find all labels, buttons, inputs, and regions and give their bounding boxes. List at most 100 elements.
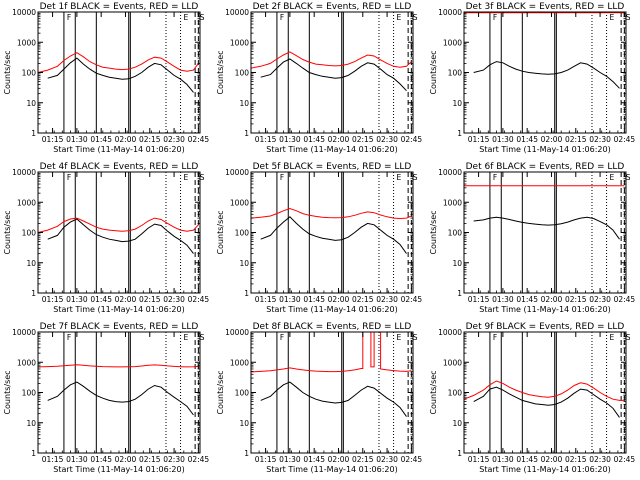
x-axis-label: Start Time (11-May-14 01:06:20) [53, 465, 184, 474]
chart-title: Det 3f BLACK = Events, RED = LLD [466, 2, 625, 12]
y-tick-label: 100 [22, 229, 37, 238]
series-line-events [473, 61, 620, 89]
y-tick-label: 10 [26, 99, 36, 108]
x-tick-label: 01:15 [468, 135, 490, 144]
y-axis-label: Counts/sec [216, 370, 225, 414]
plot-frame [250, 171, 414, 294]
series-line-events [260, 58, 407, 92]
y-tick-label: 1 [31, 449, 36, 458]
plot-frame [250, 331, 414, 454]
y-tick-label: 10000 [12, 168, 36, 177]
marker-letter: S [626, 13, 631, 22]
chart-title: Det 1f BLACK = Events, RED = LLD [40, 2, 199, 12]
y-tick-label: 10000 [225, 168, 249, 177]
series-line-events [47, 218, 194, 254]
detector-chart-7: Det 7f BLACK = Events, RED = LLD 1 10 100 10… [3, 322, 209, 474]
marker-letter: F [280, 333, 284, 342]
x-tick-label: 02:30 [589, 455, 611, 464]
y-tick-label: 100 [22, 69, 37, 78]
x-axis-label: Start Time (11-May-14 01:06:20) [479, 305, 610, 314]
x-tick-label: 02:30 [376, 295, 398, 304]
x-tick-label: 01:15 [468, 455, 490, 464]
x-axis-label: Start Time (11-May-14 01:06:20) [266, 465, 397, 474]
x-tick-label: 02:45 [614, 135, 636, 144]
y-tick-label: 1 [457, 129, 462, 138]
marker-letter: S [413, 13, 418, 22]
chart-title: Det 2f BLACK = Events, RED = LLD [253, 2, 412, 12]
y-tick-label: 10 [26, 419, 36, 428]
x-tick-label: 01:15 [468, 295, 490, 304]
y-tick-label: 10 [239, 259, 249, 268]
x-tick-label: 01:15 [42, 135, 64, 144]
y-tick-label: 10000 [225, 328, 249, 337]
y-tick-label: 10000 [225, 8, 249, 17]
y-tick-label: 1 [31, 289, 36, 298]
marker-letter: E [610, 13, 615, 22]
y-tick-label: 1 [244, 449, 249, 458]
detector-chart-4: Det 4f BLACK = Events, RED = LLD 1 10 100 10… [3, 162, 209, 314]
y-tick-label: 10 [452, 259, 462, 268]
x-tick-label: 01:15 [42, 295, 64, 304]
x-tick-label: 02:00 [115, 135, 137, 144]
x-tick-label: 02:45 [614, 455, 636, 464]
detector-chart-6: Det 6f BLACK = Events, RED = LLD 1 10 100 10… [429, 162, 635, 314]
x-tick-label: 02:30 [163, 295, 185, 304]
chart-title: Det 8f BLACK = Events, RED = LLD [253, 322, 412, 332]
y-tick-label: 1000 [17, 38, 36, 47]
y-axis-label: Counts/sec [216, 50, 225, 94]
y-tick-label: 1 [457, 449, 462, 458]
y-tick-label: 1000 [443, 358, 462, 367]
x-tick-label: 01:30 [279, 135, 301, 144]
y-tick-label: 100 [235, 69, 250, 78]
y-tick-label: 10 [452, 99, 462, 108]
series-line-events [260, 381, 407, 417]
plot-frame [37, 171, 201, 294]
detector-chart-9: Det 9f BLACK = Events, RED = LLD 1 10 100 10… [429, 322, 636, 474]
marker-letter: E [397, 173, 402, 182]
chart-title: Det 5f BLACK = Events, RED = LLD [253, 162, 412, 172]
marker-letter: F [493, 173, 497, 182]
detector-chart-2: Det 2f BLACK = Events, RED = LLD 1 10 100 10… [216, 2, 422, 154]
series-line-events [47, 381, 194, 416]
x-tick-label: 02:30 [163, 455, 185, 464]
x-tick-label: 01:45 [516, 295, 538, 304]
x-tick-label: 02:00 [328, 295, 350, 304]
plot-frame [37, 331, 201, 454]
x-tick-label: 02:30 [589, 295, 611, 304]
y-tick-label: 1 [244, 129, 249, 138]
x-tick-label: 02:15 [352, 295, 374, 304]
x-tick-label: 01:45 [90, 455, 112, 464]
series-line-events [47, 57, 194, 93]
x-tick-label: 01:30 [492, 135, 514, 144]
y-tick-label: 10000 [12, 8, 36, 17]
marker-letter: E [184, 333, 189, 342]
x-tick-label: 01:30 [66, 455, 88, 464]
x-tick-label: 01:45 [303, 455, 325, 464]
x-tick-label: 01:30 [66, 295, 88, 304]
marker-letter: F [280, 173, 284, 182]
x-tick-label: 02:45 [401, 455, 423, 464]
x-axis-label: Start Time (11-May-14 01:06:20) [479, 145, 610, 154]
marker-letter: E [397, 333, 402, 342]
detector-chart-1: Det 1f BLACK = Events, RED = LLD 1 10 100 10… [3, 2, 209, 154]
x-tick-label: 02:15 [139, 135, 161, 144]
y-tick-label: 1 [31, 129, 36, 138]
y-tick-label: 1000 [17, 198, 36, 207]
x-tick-label: 01:15 [255, 135, 277, 144]
y-tick-label: 10 [26, 259, 36, 268]
y-tick-label: 1000 [443, 38, 462, 47]
x-tick-label: 01:30 [66, 135, 88, 144]
series-line-events [473, 216, 620, 240]
marker-letter: S [200, 173, 205, 182]
x-tick-label: 02:30 [589, 135, 611, 144]
marker-letter: F [67, 13, 71, 22]
y-tick-label: 10 [239, 419, 249, 428]
y-tick-label: 1 [244, 289, 249, 298]
y-axis-label: Counts/sec [429, 210, 438, 254]
y-axis-label: Counts/sec [429, 50, 438, 94]
x-tick-label: 02:00 [328, 135, 350, 144]
x-tick-label: 02:00 [541, 455, 563, 464]
y-tick-label: 100 [235, 229, 250, 238]
x-axis-label: Start Time (11-May-14 01:06:20) [53, 145, 184, 154]
